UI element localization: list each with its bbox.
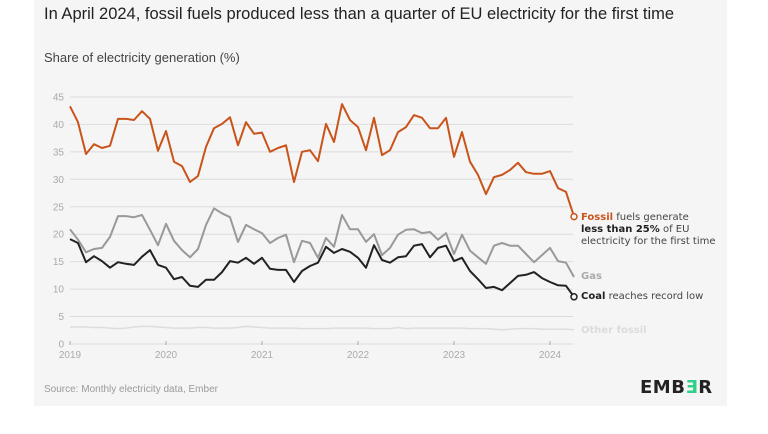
logo-part: EMB (640, 377, 686, 398)
x-tick-label: 2024 (539, 350, 562, 361)
other-fossil-line (70, 325, 575, 331)
x-tick-label: 2019 (59, 350, 82, 361)
series-lines (69, 103, 578, 331)
fossil-end-marker (570, 212, 578, 221)
y-tick-label: 20 (53, 230, 65, 241)
y-tick-label: 10 (53, 285, 65, 296)
gas-label: Gas (581, 271, 602, 282)
y-tick-label: 0 (58, 340, 64, 351)
y-tick-label: 15 (53, 257, 65, 268)
x-tick-label: 2021 (251, 350, 274, 361)
fossil-annotation-text2: of EU (659, 224, 690, 235)
chart-title: In April 2024, fossil fuels produced les… (44, 5, 675, 23)
y-tick-label: 5 (58, 312, 64, 323)
gridlines (70, 96, 573, 345)
chart-subtitle: Share of electricity generation (%) (44, 50, 240, 65)
fossil-annotation-text: fuels generate (613, 212, 689, 223)
fossil-annotation: Fossil fuels generate less than 25% of E… (581, 212, 716, 248)
x-tick-label: 2022 (347, 350, 370, 361)
gas-line (69, 207, 575, 278)
logo-part: R (698, 377, 713, 398)
y-tick-label: 40 (53, 120, 65, 131)
x-tick-label: 2020 (155, 350, 178, 361)
fossil-label: Fossil (581, 212, 614, 223)
fossil-annotation-text3: electricity for the first time (581, 236, 716, 247)
coal-line (69, 238, 575, 298)
chart-panel (34, 0, 727, 406)
y-tick-label: 25 (53, 202, 65, 213)
logo-e-mark: Ǝ (685, 377, 699, 398)
fossil-annotation-bold: less than 25% (581, 224, 660, 235)
other-fossil-label: Other fossil (581, 325, 647, 336)
x-tick-label: 2023 (443, 350, 466, 361)
coal-label: Coal (581, 291, 606, 302)
y-axis-ticks: 0 5 10 15 20 25 30 35 40 45 (53, 92, 65, 350)
y-tick-label: 45 (53, 92, 65, 103)
source-note: Source: Monthly electricity data, Ember (44, 384, 218, 395)
coal-annotation-text: reaches record low (605, 291, 704, 302)
y-tick-label: 35 (53, 147, 65, 158)
x-axis-ticks: 2019 2020 2021 2022 2023 2024 (59, 341, 562, 361)
ember-logo: EMBƎR (640, 377, 713, 398)
coal-annotation: Coal reaches record low (581, 291, 703, 303)
fossil-line (69, 103, 575, 217)
y-tick-label: 30 (53, 175, 65, 186)
coal-end-marker (570, 293, 578, 301)
